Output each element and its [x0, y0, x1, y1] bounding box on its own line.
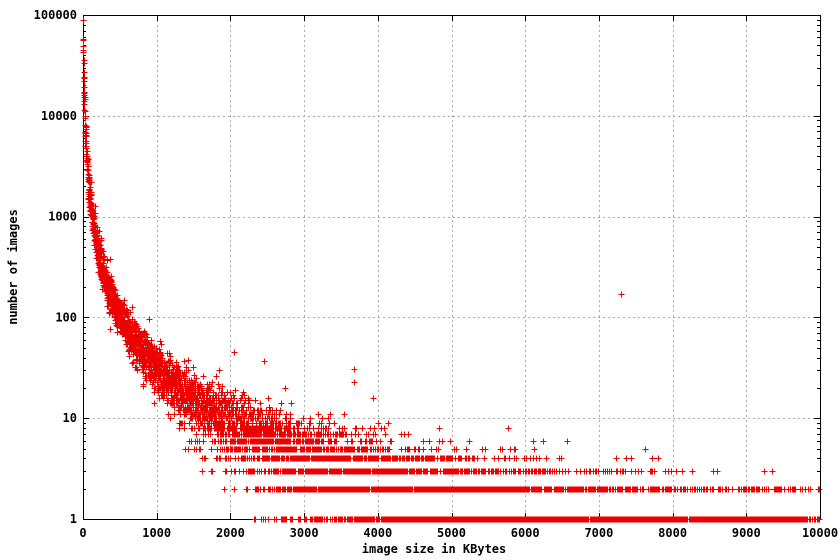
data-points	[80, 17, 823, 523]
y-tick-label: 100	[55, 310, 77, 324]
x-tick-label: 6000	[511, 526, 540, 540]
y-tick-label: 1000	[48, 210, 77, 224]
x-tick-label: 7000	[584, 526, 613, 540]
x-tick-label: 8000	[658, 526, 687, 540]
x-tick-label: 2000	[216, 526, 245, 540]
axis-ticks	[83, 15, 821, 520]
x-tick-label: 4000	[363, 526, 392, 540]
y-tick-label: 100000	[34, 8, 77, 22]
x-tick-label: 5000	[437, 526, 466, 540]
x-axis-title: image size in KBytes	[362, 542, 507, 556]
y-axis-title: number of images	[6, 209, 20, 325]
x-tick-label: 10000	[802, 526, 838, 540]
x-tick-label: 1000	[142, 526, 171, 540]
grid-lines	[83, 15, 820, 519]
x-tick-label: 9000	[732, 526, 761, 540]
tick-labels: 0 1000 2000 3000 4000 5000 6000 7000 8000 9000 100…	[34, 8, 838, 540]
y-tick-label: 10000	[41, 109, 77, 123]
x-tick-label: 3000	[290, 526, 319, 540]
x-tick-label: 0	[79, 526, 86, 540]
y-tick-label: 10	[63, 411, 77, 425]
y-tick-label: 1	[70, 512, 77, 526]
